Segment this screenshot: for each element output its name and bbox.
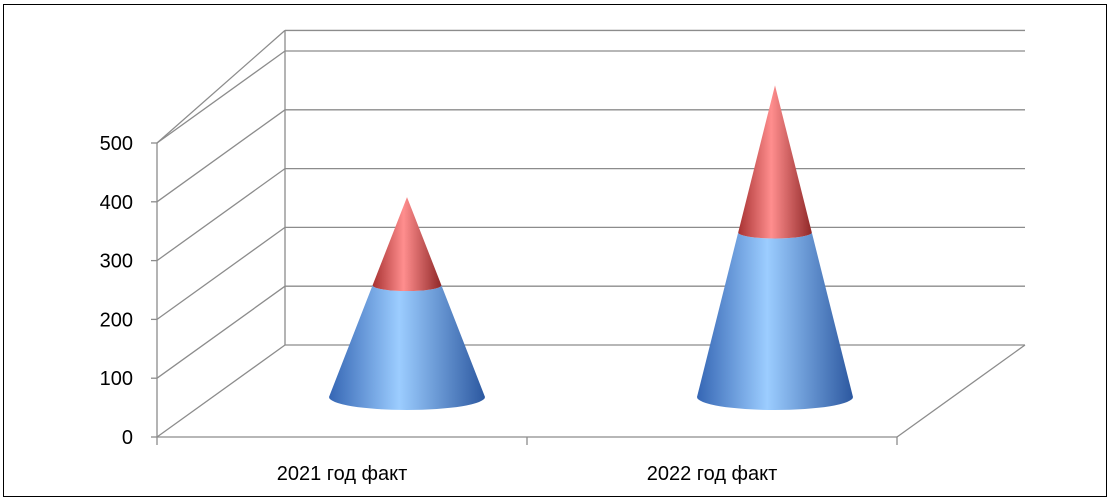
y-tick-label-3: 300 [100,251,133,273]
gridline-wall-2 [156,226,286,320]
label-layer: 0 100 200 300 400 500 2021 год факт 2022 год фа… [100,133,778,485]
gridline-wall-4 [156,109,286,203]
x-category-label-0: 2021 год факт [277,463,408,485]
grid-layer [156,29,1026,438]
cone-1-series-0 [697,232,853,410]
y-tick-label-0: 0 [122,427,133,449]
gridline-wall-0 [156,344,286,438]
axis-layer [151,142,898,445]
floor-right-edge [896,344,1026,438]
y-tick-label-2: 200 [100,309,133,331]
marks-layer [329,85,853,410]
gridline-wall-3 [156,168,286,262]
cone-1-series-1 [738,85,812,239]
gridline-wall-1 [156,285,286,379]
cone-0-series-1 [372,197,442,292]
wall-top-edge [156,29,286,144]
cone-0-series-0 [329,285,485,410]
gridline-wall-5 [156,50,286,144]
x-category-label-1: 2022 год факт [647,463,778,485]
y-tick-label-1: 100 [100,368,133,390]
y-tick-label-5: 500 [100,133,133,155]
y-tick-label-4: 400 [100,192,133,214]
